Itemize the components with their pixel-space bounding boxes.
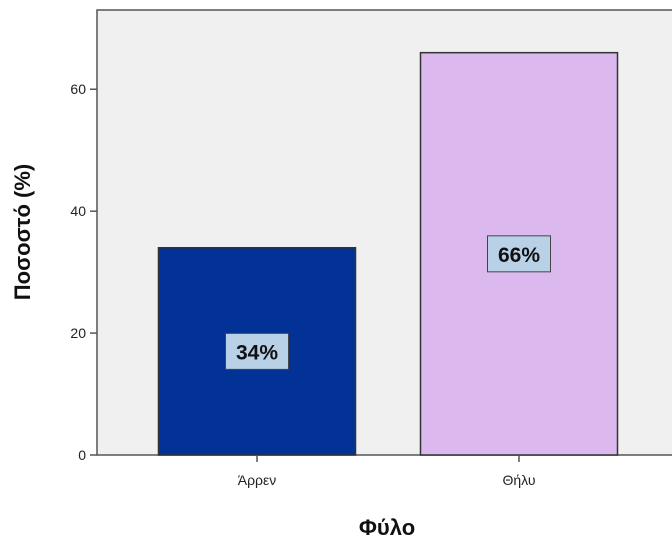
data-label-1: 66% xyxy=(498,244,540,267)
x-axis-title: Φύλο xyxy=(359,515,415,540)
bars-group: 34% 66% xyxy=(157,51,619,456)
x-tick-label-0: Άρρεν xyxy=(238,472,277,488)
y-tick-label-0: 0 xyxy=(78,447,86,463)
y-tick-label-3: 60 xyxy=(70,81,86,97)
data-label-box-0 xyxy=(225,332,289,370)
y-axis-title: Ποσοστό (%) xyxy=(10,164,35,300)
x-tick-label-1: Θήλυ xyxy=(503,472,536,488)
x-axis-ticks: Άρρεν Θήλυ xyxy=(238,455,536,488)
data-label-0: 34% xyxy=(236,341,278,364)
y-tick-label-1: 20 xyxy=(70,325,86,341)
y-tick-label-2: 40 xyxy=(70,203,86,219)
y-axis-ticks: 0 20 40 60 xyxy=(70,81,97,463)
data-label-box-1 xyxy=(487,235,551,273)
